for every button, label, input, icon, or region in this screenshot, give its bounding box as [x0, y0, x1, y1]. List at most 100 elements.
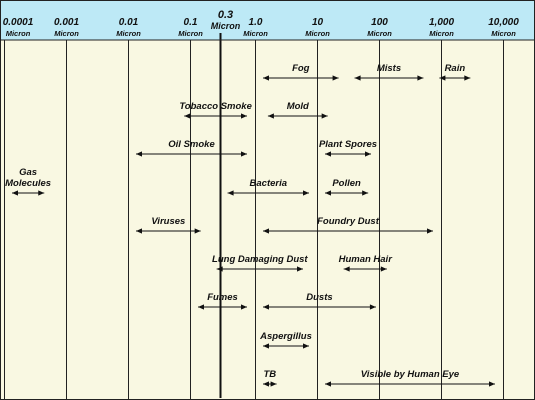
range-arrow-left [136, 228, 142, 234]
scale-tick-value: 0.001 [54, 17, 79, 28]
scale-tick-unit: Micron [6, 29, 31, 38]
range-human-hair: Human Hair [339, 254, 394, 272]
scale-tick-unit: Micron [429, 29, 454, 38]
range-arrow-left [263, 343, 269, 349]
scale-header [0, 0, 535, 40]
range-arrow-left [343, 266, 350, 272]
scale-tick-value: 0.1 [184, 17, 198, 28]
range-arrow-right [303, 190, 309, 196]
scale-tick-value: 10,000 [488, 17, 519, 28]
range-arrow-right [241, 304, 247, 310]
range-arrow-right [38, 190, 45, 196]
scale-tick-value: 100 [371, 17, 388, 28]
range-arrow-right [427, 228, 433, 234]
range-label: Mold [287, 101, 309, 112]
range-label: Rain [445, 63, 466, 74]
highlight-value: 0.3 [218, 9, 233, 21]
range-arrow-right [270, 381, 277, 387]
range-arrow-left [354, 75, 361, 81]
scale-tick-unit: Micron [367, 29, 392, 38]
range-arrow-right [369, 304, 376, 310]
range-arrow-left [263, 381, 269, 387]
range-pollen: Pollen [325, 178, 369, 196]
range-label: Fumes [207, 292, 238, 303]
range-label: Molecules [5, 178, 51, 189]
highlight-unit: Micron [211, 21, 241, 31]
range-plant-spores: Plant Spores [319, 139, 377, 157]
range-label: Pollen [332, 178, 361, 189]
range-arrow-right [194, 228, 201, 234]
range-label: Tobacco Smoke [179, 101, 252, 112]
range-foundry-dust: Foundry Dust [263, 216, 433, 234]
scale-tick-unit: Micron [491, 29, 516, 38]
range-label: Lung Damaging Dust [212, 254, 308, 265]
range-arrow-right [241, 113, 247, 119]
highlight-marker: 0.3 Micron [211, 9, 241, 398]
range-viruses: Viruses [136, 216, 201, 234]
scale-tick-unit: Micron [54, 29, 79, 38]
range-arrow-left [184, 113, 191, 119]
range-arrow-right [380, 266, 387, 272]
scale-tick-value: 0.01 [119, 17, 139, 28]
scale-gridlines [4, 40, 504, 400]
range-label: Plant Spores [319, 139, 377, 150]
range-arrow-left [136, 151, 142, 157]
range-arrow-left [263, 75, 269, 81]
range-arrow-left [198, 304, 204, 310]
particle-ranges: Fog Mists Rain Tobacco Smoke Mold Oil Smoke Pl… [5, 63, 495, 387]
range-mists: Mists [354, 63, 424, 81]
range-tobacco-smoke: Tobacco Smoke [179, 101, 253, 119]
scale-tick-labels: 0.0001Micron0.001Micron0.01Micron0.1Micr… [3, 17, 520, 38]
range-arrow-left [12, 190, 18, 196]
range-arrow-left [325, 151, 331, 157]
range-label: Aspergillus [259, 331, 312, 342]
range-arrow-left [325, 381, 331, 387]
range-label: Oil Smoke [168, 139, 215, 150]
range-arrow-right [303, 343, 309, 349]
range-arrow-right [362, 190, 369, 196]
range-arrow-right [241, 151, 247, 157]
scale-tick-unit: Micron [178, 29, 203, 38]
range-label: Bacteria [250, 178, 288, 189]
scale-tick-unit: Micron [305, 29, 330, 38]
range-arrow-right [489, 381, 495, 387]
range-fog: Fog [263, 63, 339, 81]
scale-tick-value: 0.0001 [3, 17, 34, 28]
range-mold: Mold [267, 101, 328, 119]
scale-tick-value: 10 [312, 17, 324, 28]
range-arrow-left [227, 190, 234, 196]
range-aspergillus: Aspergillus [259, 331, 312, 349]
range-label: TB [263, 369, 276, 380]
range-rain: Rain [439, 63, 471, 81]
range-lung-damaging-dust: Lung Damaging Dust [212, 254, 308, 272]
range-visible-by-human-eye: Visible by Human Eye [325, 369, 495, 387]
range-arrow-left [267, 113, 274, 119]
range-dusts: Dusts [263, 292, 376, 310]
range-bacteria: Bacteria [227, 178, 309, 196]
range-label: Foundry Dust [317, 216, 380, 227]
range-tb: TB [263, 369, 277, 387]
scale-tick-value: 1.0 [249, 17, 263, 28]
range-label: Human Hair [339, 254, 394, 265]
range-label: Visible by Human Eye [361, 369, 460, 380]
range-arrow-left [263, 304, 269, 310]
range-arrow-right [332, 75, 339, 81]
range-arrow-left [216, 266, 223, 272]
range-oil-smoke: Oil Smoke [136, 139, 247, 157]
scale-tick-value: 1,000 [429, 17, 454, 28]
range-label: Mists [377, 63, 401, 74]
range-arrow-right [464, 75, 471, 81]
range-arrow-right [296, 266, 303, 272]
range-arrow-right [365, 151, 371, 157]
scale-tick-unit: Micron [116, 29, 141, 38]
range-arrow-right [321, 113, 328, 119]
range-arrow-left [325, 190, 331, 196]
range-arrow-right [417, 75, 424, 81]
range-arrow-left [439, 75, 446, 81]
range-arrow-left [263, 228, 269, 234]
range-label: Viruses [151, 216, 185, 227]
scale-tick-unit: Micron [243, 29, 268, 38]
